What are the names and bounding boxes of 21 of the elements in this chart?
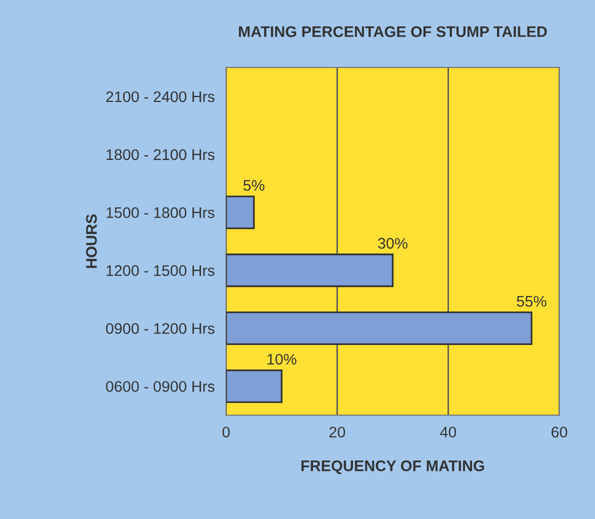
bar [226,369,282,403]
y-tick-label: 1800 - 2100 Hrs [106,149,214,160]
y-axis-title: HOURS [86,214,97,268]
data-label: 55% [516,296,546,307]
bar [226,311,532,346]
bar [226,196,255,230]
x-tick-label: 40 [440,426,456,438]
x-tick-label: 20 [329,426,346,438]
y-tick-label: 0600 - 0900 Hrs [106,381,214,392]
data-label: 30% [378,238,408,249]
y-tick-label: 1200 - 1500 Hrs [106,265,214,276]
data-label: 5% [243,180,264,191]
x-tick-label: 60 [552,426,568,438]
data-label: 10% [268,354,296,365]
y-tick-label: 2100 - 2400 Hrs [106,91,214,102]
y-tick-label: 1500 - 1800 Hrs [106,207,214,218]
bar [226,254,394,288]
x-axis-title: FREQUENCY OF MATING [301,460,484,474]
x-tick-label: 0 [222,426,230,438]
chart-title: MATING PERCENTAGE OF STUMP TAILED [238,26,547,38]
y-tick-label: 0900 - 1200 Hrs [106,323,214,334]
